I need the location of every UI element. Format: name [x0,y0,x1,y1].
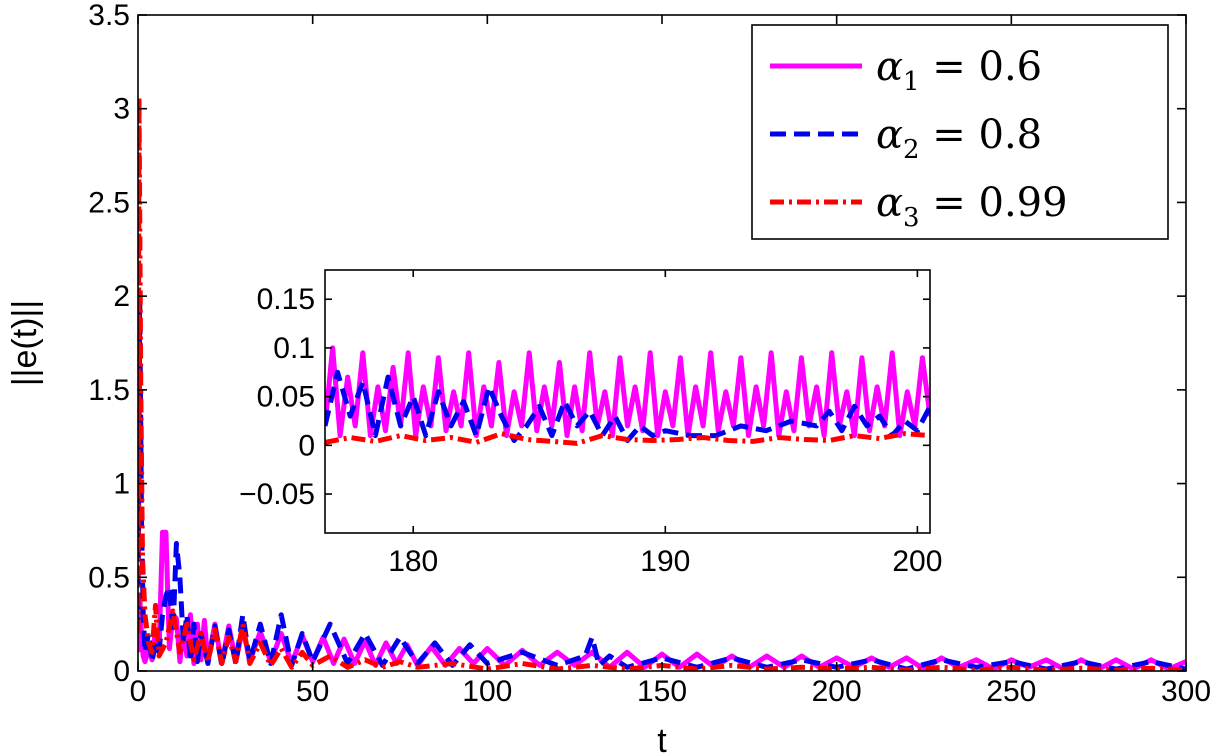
main-y-tick-label: 1.5 [88,374,130,407]
inset-x-tick-label: 200 [892,545,942,578]
inset-y-tick-label: 0 [298,429,315,462]
inset-series-line-2 [325,369,930,443]
main-y-tick-label: 0 [113,655,130,688]
inset-y-tick-label: 0.05 [257,381,315,414]
main-x-tick-label: 200 [812,675,862,708]
inset-plot-frame [324,269,931,534]
inset-y-axis: −0.05 0 0.05 0.1 0.15 [239,283,930,511]
main-x-tick-label: 0 [130,675,147,708]
inset-series-group [325,345,930,446]
inset-series-line-1 [325,345,930,439]
inset-chart: 180 190 200 −0.05 0 0.05 0.1 0.15 [239,269,942,578]
main-y-tick-label: 3.5 [88,0,130,32]
inset-x-axis: 180 190 200 [388,270,942,578]
x-axis-label: t [657,722,667,756]
y-axis-label: ||e(t)|| [6,300,44,386]
inset-x-tick-label: 190 [640,545,690,578]
main-x-tick-label: 100 [462,675,512,708]
inset-series-line-3 [325,431,930,446]
legend-label-1: α1 = 0.6 [876,44,1042,97]
inset-x-tick-label: 180 [388,545,438,578]
legend-label-3: α3 = 0.99 [876,180,1068,233]
main-y-tick-label: 2 [113,280,130,313]
inset-y-tick-label: 0.1 [273,332,315,365]
main-x-tick-label: 150 [637,675,687,708]
main-y-axis: 0 0.5 1 1.5 2 2.5 3 3.5 [88,0,1186,688]
main-series-line-3 [138,95,1186,671]
inset-y-tick-label: −0.05 [239,478,315,511]
main-x-tick-label: 250 [986,675,1036,708]
main-x-tick-label: 50 [296,675,329,708]
inset-y-tick-label: 0.15 [257,283,315,316]
main-y-tick-label: 2.5 [88,186,130,219]
main-x-tick-label: 300 [1161,675,1211,708]
main-series-group [138,95,1186,671]
legend: α1 = 0.6 α2 = 0.8 α3 = 0.99 [751,24,1169,240]
legend-label-2: α2 = 0.8 [876,112,1042,165]
main-y-tick-label: 3 [113,93,130,126]
main-y-tick-label: 0.5 [88,561,130,594]
main-x-axis: 0 50 100 150 200 250 300 [130,15,1211,708]
main-y-tick-label: 1 [113,468,130,501]
